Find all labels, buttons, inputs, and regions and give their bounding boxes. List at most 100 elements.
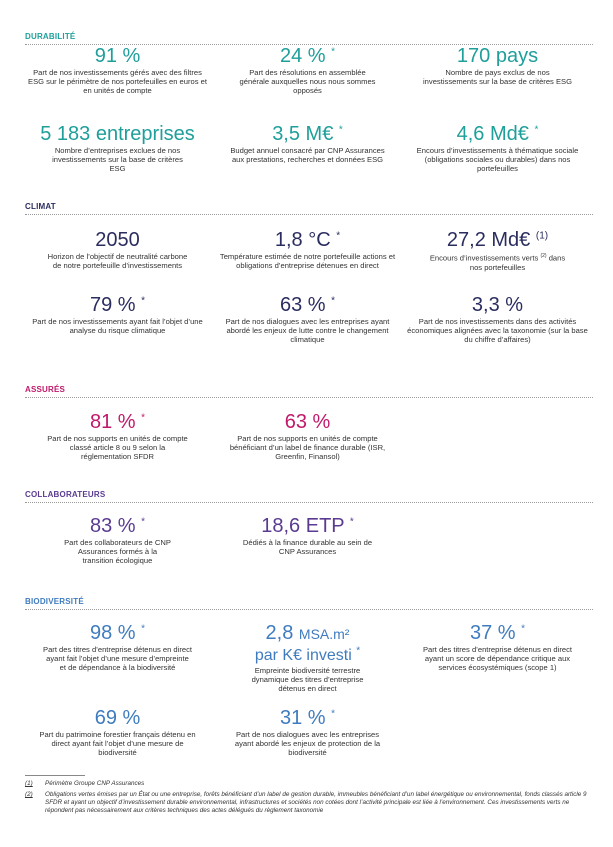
- kpi-description: Horizon de l’objectif de neutralité carb…: [47, 252, 188, 271]
- kpi-description: Encours d’investissements à thématique s…: [416, 146, 579, 174]
- kpi-description: Part de nos dialogues avec les entrepris…: [225, 317, 390, 345]
- kpi-description: Budget annuel consacré par CNP Assurance…: [230, 146, 385, 165]
- kpi-description: Part du patrimoine forestier français dé…: [39, 730, 196, 758]
- section-title-biodiversite: BIODIVERSITÉ: [25, 597, 84, 606]
- kpi-biodiversite-2: 2,8 MSA.m² par K€ investi * Empreinte bi…: [215, 621, 400, 694]
- kpi-biodiversite-3: 37 % * Part des titres d’entreprise déte…: [405, 621, 590, 673]
- kpi-value: 83 %: [89, 515, 136, 537]
- kpi-description: Part des collaborateurs de CNP Assurance…: [64, 538, 171, 566]
- kpi-durabilite-2: 24 % * Part des résolutions en assemblée…: [215, 44, 400, 96]
- kpi-collaborateurs-1: 83 % * Part des collaborateurs de CNP As…: [25, 514, 210, 566]
- section-title-durabilite: DURABILITÉ: [25, 32, 76, 41]
- kpi-description: Encours d’investissements verts (2) dans…: [405, 252, 590, 272]
- footnote-text: Périmètre Groupe CNP Assurances: [45, 780, 145, 787]
- asterisk-mark: *: [331, 46, 336, 58]
- kpi-value: 91 %: [94, 45, 141, 67]
- kpi-value: 24 %: [279, 45, 326, 67]
- kpi-value: 63 %: [284, 411, 331, 433]
- footnote-2: (2) Obligations vertes émises par un Éta…: [25, 791, 593, 815]
- kpi-value: 63 %: [279, 294, 326, 316]
- kpi-biodiversite-5: 31 % * Part de nos dialogues avec les en…: [215, 706, 400, 758]
- kpi-durabilite-1: 91 % Part de nos investissements gérés a…: [25, 44, 210, 96]
- asterisk-mark: *: [521, 623, 526, 635]
- kpi-unit: MSA.m²: [298, 626, 350, 642]
- kpi-biodiversite-4: 69 % Part du patrimoine forestier frança…: [25, 706, 210, 758]
- kpi-value: 3,5 M€: [272, 123, 334, 145]
- footnote-text: Obligations vertes émises par un État ou…: [45, 791, 587, 814]
- asterisk-mark: *: [331, 708, 336, 720]
- kpi-description: Part de nos investissements gérés avec d…: [28, 68, 207, 96]
- section-divider: [25, 502, 593, 503]
- footnote-mark: (2): [540, 253, 547, 259]
- asterisk-mark: *: [534, 124, 539, 136]
- kpi-durabilite-4: 5 183 entreprises Nombre d’entreprises e…: [15, 122, 220, 174]
- kpi-description: Empreinte biodiversité terrestre dynamiq…: [251, 666, 364, 694]
- asterisk-mark: *: [336, 230, 341, 242]
- kpi-description-tail: dans nos portefeuilles: [469, 253, 566, 272]
- asterisk-mark: *: [141, 623, 146, 635]
- asterisk-mark: *: [141, 412, 146, 424]
- section-divider: [25, 44, 593, 45]
- section-divider: [25, 214, 593, 215]
- kpi-value: 2050: [95, 229, 140, 251]
- kpi-value: 18,6 ETP: [261, 515, 345, 537]
- kpi-description: Part de nos investissements dans des act…: [407, 317, 588, 345]
- kpi-description: Part de nos dialogues avec les entrepris…: [234, 730, 381, 758]
- kpi-durabilite-5: 3,5 M€ * Budget annuel consacré par CNP …: [215, 122, 400, 164]
- kpi-value: 5 183 entreprises: [40, 123, 195, 145]
- kpi-value-line2: par K€ investi: [254, 647, 352, 664]
- section-title-collaborateurs: COLLABORATEURS: [25, 490, 106, 499]
- footnotes: (1) Périmètre Groupe CNP Assurances (2) …: [25, 775, 593, 815]
- kpi-description: Part de nos supports en unités de compte…: [47, 434, 188, 462]
- section-durabilite: DURABILITÉ: [25, 32, 593, 51]
- kpi-assures-2: 63 % Part de nos supports en unités de c…: [215, 410, 400, 462]
- kpi-value: 2,8: [265, 622, 294, 644]
- section-title-climat: CLIMAT: [25, 202, 56, 211]
- footnote-mark: (1): [25, 780, 33, 787]
- kpi-climat-2: 1,8 °C * Température estimée de notre po…: [215, 228, 400, 270]
- kpi-durabilite-3: 170 pays Nombre de pays exclus de nos in…: [405, 44, 590, 86]
- asterisk-mark: *: [331, 295, 336, 307]
- footnote-mark: (2): [25, 791, 33, 798]
- kpi-climat-3: 27,2 Md€ (1) Encours d’investissements v…: [405, 228, 590, 272]
- section-title-assures: ASSURÉS: [25, 385, 66, 394]
- section-biodiversite: BIODIVERSITÉ: [25, 597, 593, 616]
- kpi-value: 37 %: [469, 622, 516, 644]
- kpi-value: 79 %: [89, 294, 136, 316]
- asterisk-mark: *: [349, 516, 354, 528]
- kpi-collaborateurs-2: 18,6 ETP * Dédiés à la finance durable a…: [215, 514, 400, 556]
- kpi-value: 69 %: [94, 707, 141, 729]
- kpi-description: Part des titres d’entreprise détenus en …: [422, 645, 572, 673]
- kpi-climat-5: 63 % * Part de nos dialogues avec les en…: [215, 293, 400, 345]
- kpi-value: 4,6 Md€: [456, 123, 529, 145]
- kpi-description: Part des résolutions en assemblée généra…: [239, 68, 376, 96]
- kpi-description: Part de nos investissements ayant fait l…: [32, 317, 203, 336]
- kpi-value: 1,8 °C: [274, 229, 331, 251]
- kpi-climat-4: 79 % * Part de nos investissements ayant…: [25, 293, 210, 335]
- kpi-description: Température estimée de notre portefeuill…: [219, 252, 396, 271]
- kpi-assures-1: 81 % * Part de nos supports en unités de…: [25, 410, 210, 462]
- section-divider: [25, 609, 593, 610]
- kpi-biodiversite-1: 98 % * Part des titres d’entreprise déte…: [25, 621, 210, 673]
- kpi-value: 81 %: [89, 411, 136, 433]
- kpi-climat-1: 2050 Horizon de l’objectif de neutralité…: [25, 228, 210, 270]
- kpi-description: Part des titres d’entreprise détenus en …: [43, 645, 193, 673]
- kpi-description: Nombre d’entreprises exclues de nos inve…: [52, 146, 183, 174]
- section-divider: [25, 397, 593, 398]
- kpi-description: Part de nos supports en unités de compte…: [229, 434, 386, 462]
- kpi-value: 27,2 Md€: [446, 229, 531, 251]
- kpi-durabilite-6: 4,6 Md€ * Encours d’investissements à th…: [405, 122, 590, 174]
- kpi-description: Dédiés à la finance durable au sein de C…: [242, 538, 373, 557]
- section-assures: ASSURÉS: [25, 385, 593, 404]
- asterisk-mark: *: [338, 124, 343, 136]
- footnote-rule: [25, 775, 85, 776]
- kpi-climat-6: 3,3 % Part de nos investissements dans d…: [405, 293, 590, 345]
- kpi-value: 31 %: [279, 707, 326, 729]
- kpi-description: Nombre de pays exclus de nos investissem…: [423, 68, 572, 87]
- asterisk-mark: *: [141, 516, 146, 528]
- section-climat: CLIMAT: [25, 202, 593, 221]
- asterisk-mark: *: [141, 295, 146, 307]
- kpi-value: 3,3 %: [471, 294, 524, 316]
- footnote-mark: (1): [535, 230, 549, 242]
- section-collaborateurs: COLLABORATEURS: [25, 490, 593, 509]
